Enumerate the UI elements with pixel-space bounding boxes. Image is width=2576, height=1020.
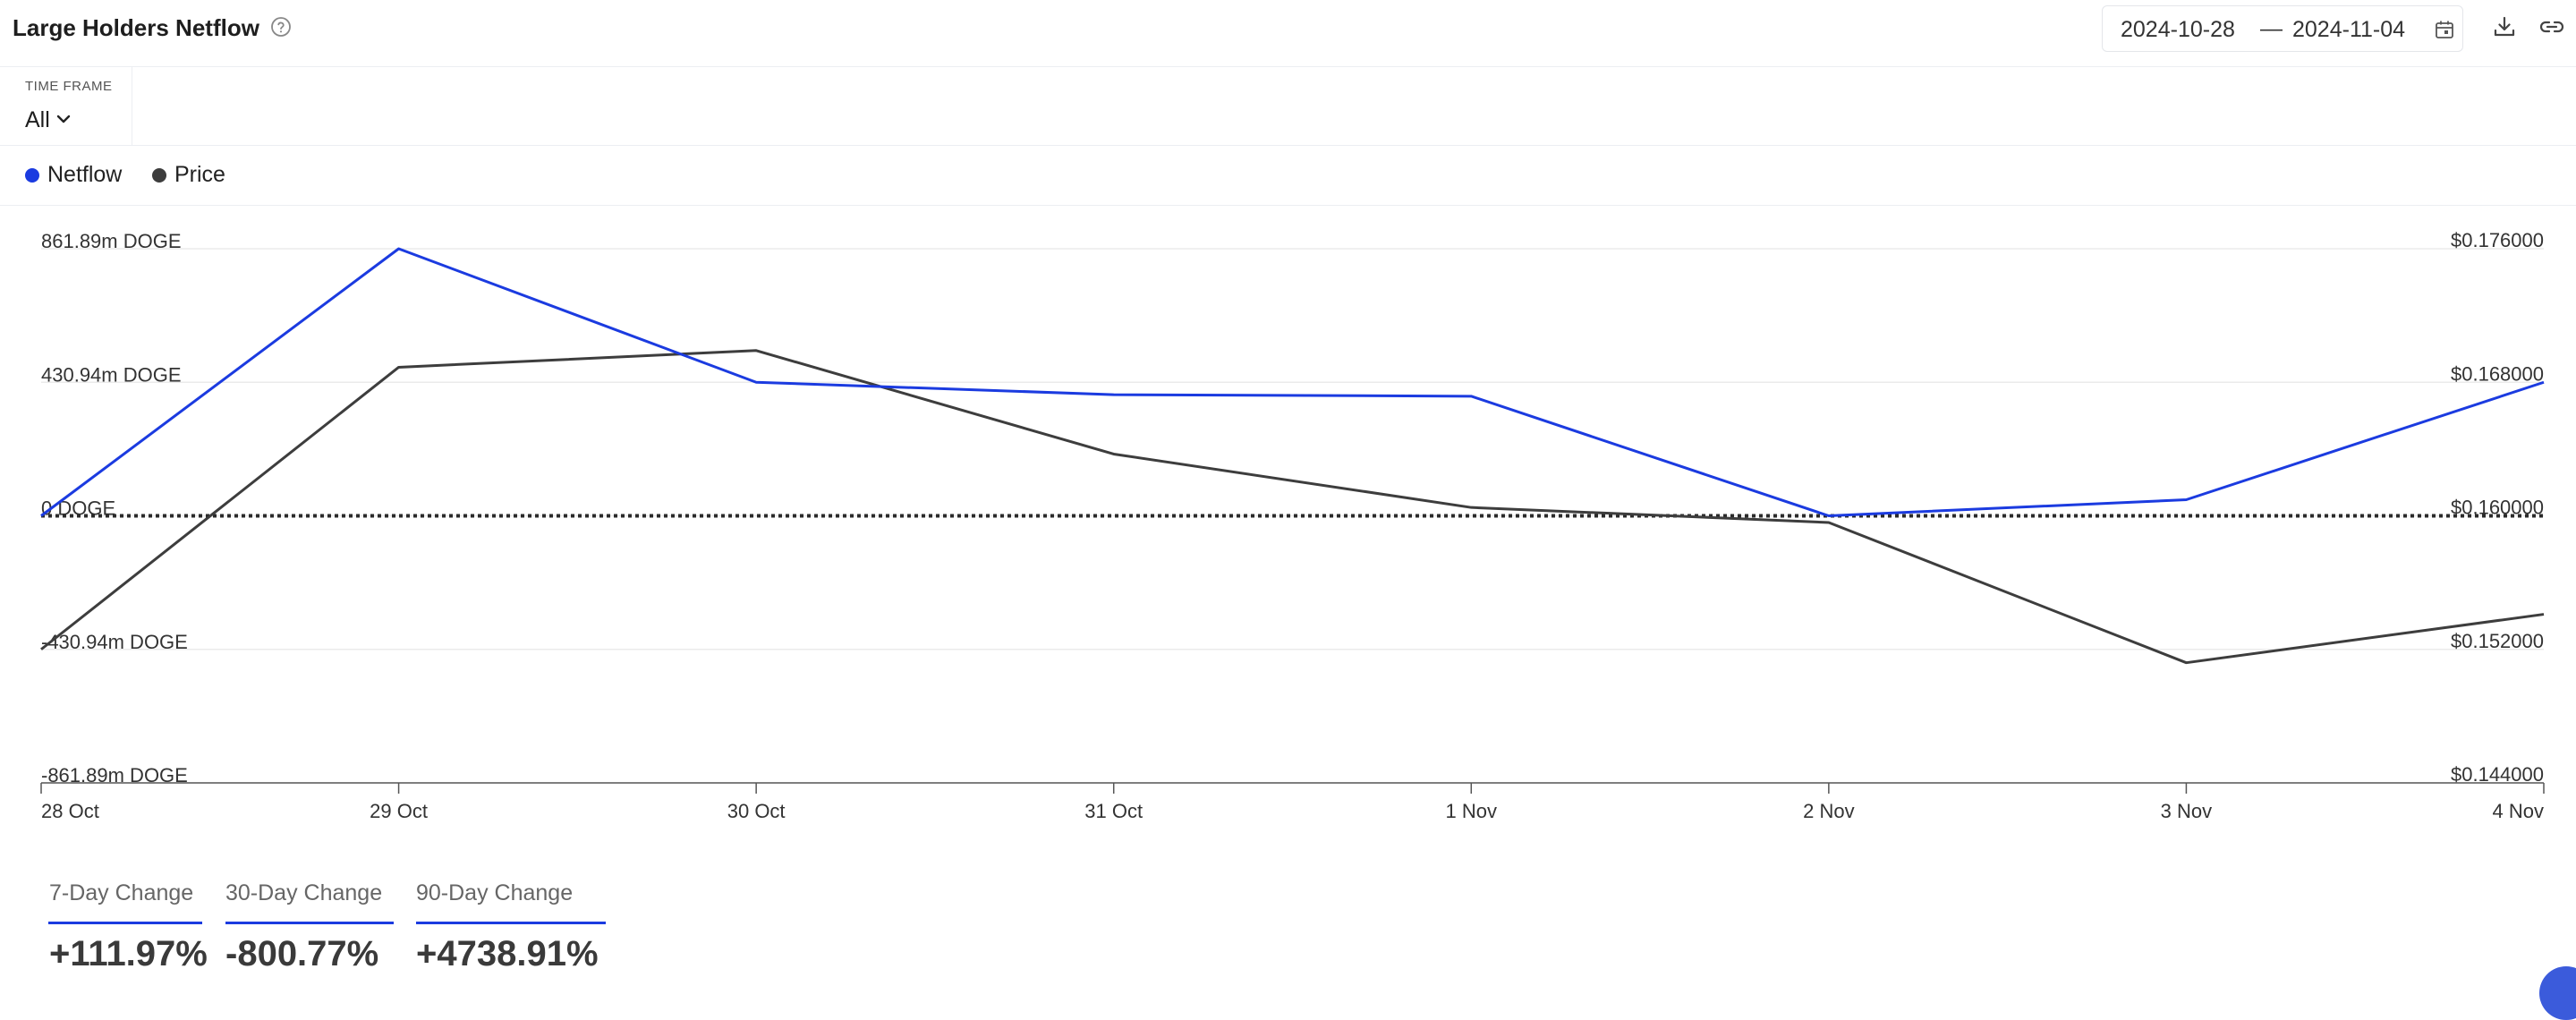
legend-label: Netflow [47,162,123,187]
x-axis-tick-label: 30 Oct [727,800,786,822]
date-separator: — [2260,16,2283,41]
date-range-picker[interactable]: 2024-10-28 — 2024-11-04 [2102,5,2463,52]
right-axis-tick-label: $0.144000 [2451,763,2544,786]
left-axis-tick-label: 861.89m DOGE [41,230,182,252]
legend-dot-price [152,168,166,183]
x-axis-tick-label: 31 Oct [1084,800,1143,822]
timeframe-selector[interactable]: TIME FRAME All [0,66,132,145]
right-axis-tick-label: $0.168000 [2451,362,2544,385]
series-line-price [40,349,2545,665]
tab-7-day-change[interactable]: 7-Day Change [49,880,194,905]
date-end: 2024-11-04 [2292,17,2406,42]
stat-30-day-change: -800.77% [225,934,379,973]
chart-legend: Netflow Price [0,145,2576,206]
series-line-netflow [40,247,2545,517]
chevron-down-icon[interactable] [55,113,72,125]
chat-widget-button[interactable] [2539,966,2576,1020]
legend-dot-netflow [25,168,39,183]
stat-90-day-change: +4738.91% [416,934,599,973]
x-axis-tick-label: 4 Nov [2493,800,2544,822]
right-axis-tick-label: $0.176000 [2451,229,2544,251]
chart-header: Large Holders Netflow 2024-10-28 — 2024-… [0,0,2576,67]
calendar-icon[interactable] [2434,19,2455,40]
tab-underline-7-day [48,922,202,924]
help-icon[interactable] [270,16,292,38]
date-start: 2024-10-28 [2121,17,2235,42]
link-icon[interactable] [2538,14,2566,39]
tab-underline-30-day [225,922,394,924]
x-axis-tick-label: 3 Nov [2161,800,2212,822]
timeframe-label: TIME FRAME [25,79,113,94]
tab-90-day-change[interactable]: 90-Day Change [416,880,574,905]
chart-title: Large Holders Netflow [13,14,259,41]
x-axis-tick-label: 28 Oct [41,800,99,822]
right-axis-tick-label: $0.152000 [2451,630,2544,652]
x-axis-tick-label: 29 Oct [370,800,428,822]
stat-7-day-change: +111.97% [49,934,208,973]
tab-underline-90-day [416,922,606,924]
left-axis-tick-label: 430.94m DOGE [41,363,182,386]
timeframe-value[interactable]: All [25,107,50,132]
legend-label: Price [174,162,225,187]
tab-30-day-change[interactable]: 30-Day Change [225,880,383,905]
left-axis-tick-label: -430.94m DOGE [41,631,188,653]
x-axis-tick-label: 2 Nov [1803,800,1854,822]
x-axis-tick-label: 1 Nov [1446,800,1497,822]
download-icon[interactable] [2492,14,2517,39]
